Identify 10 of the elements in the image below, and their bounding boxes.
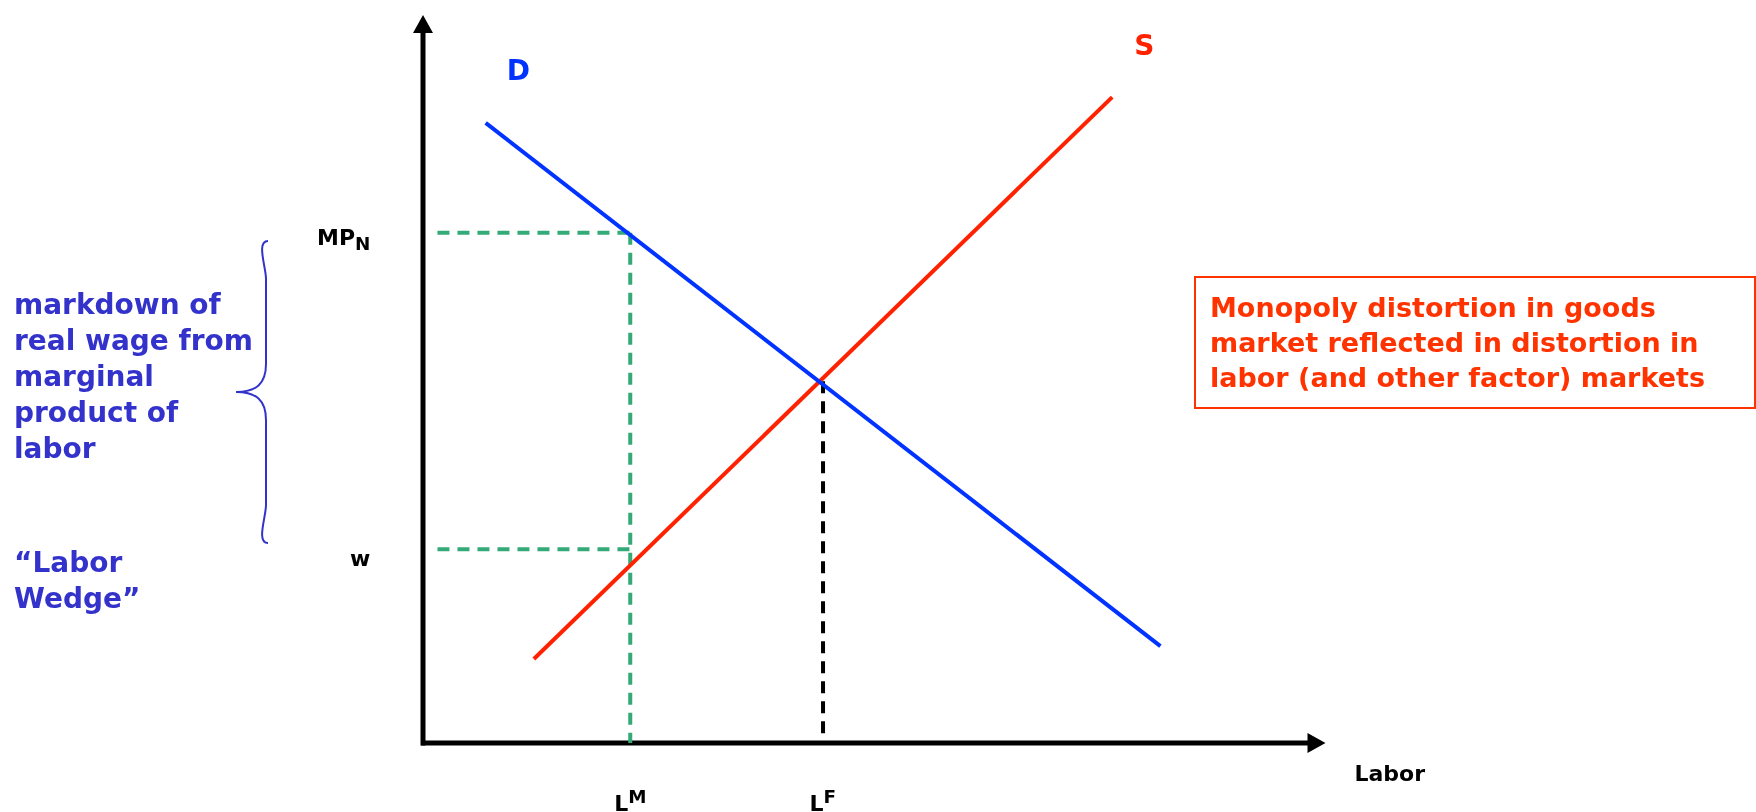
annotation: Monopoly distortion in goods market reflected in distortion in labor (and other factor) markets xyxy=(1194,276,1756,409)
x-axis-title: Labor xyxy=(1354,760,1426,786)
text: markdown of real wage from marginal product of labor xyxy=(14,287,254,467)
text: w xyxy=(350,545,371,571)
x-tick-label: L$^{M}$ xyxy=(614,786,647,812)
series-label: D xyxy=(506,54,530,88)
text: MP$_{N}$ xyxy=(317,224,371,254)
series-label: S xyxy=(1134,28,1155,62)
x-tick-label: L$^{F}$ xyxy=(809,786,837,812)
text: “Labor Wedge” xyxy=(14,545,142,617)
